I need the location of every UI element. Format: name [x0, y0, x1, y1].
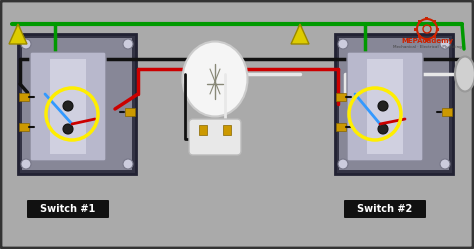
FancyBboxPatch shape [30, 52, 106, 161]
Bar [199, 125, 207, 135]
Bar [426, 16, 428, 19]
Bar [336, 93, 346, 101]
Circle shape [378, 101, 388, 111]
Circle shape [21, 159, 31, 169]
FancyBboxPatch shape [347, 52, 423, 161]
Bar [19, 93, 29, 101]
Circle shape [63, 124, 73, 134]
Text: Switch #2: Switch #2 [357, 204, 413, 214]
Bar [50, 59, 86, 154]
Bar [18, 34, 136, 174]
FancyBboxPatch shape [189, 119, 241, 155]
FancyBboxPatch shape [344, 200, 426, 218]
Bar [223, 125, 231, 135]
Bar [339, 38, 449, 170]
Circle shape [378, 124, 388, 134]
Bar [19, 123, 29, 131]
Polygon shape [9, 24, 27, 44]
Circle shape [63, 101, 73, 111]
Bar [442, 108, 452, 116]
Circle shape [123, 159, 133, 169]
Bar [22, 38, 132, 170]
Bar [418, 35, 421, 38]
Bar [414, 27, 418, 30]
Text: Switch #1: Switch #1 [40, 204, 96, 214]
Ellipse shape [182, 42, 247, 117]
Circle shape [440, 39, 450, 49]
Bar [418, 20, 421, 23]
Text: Mechanical · Electrical · Plumbing: Mechanical · Electrical · Plumbing [392, 45, 461, 49]
FancyBboxPatch shape [27, 200, 109, 218]
Bar [336, 123, 346, 131]
Bar [335, 34, 453, 174]
Bar [433, 20, 436, 23]
Bar [426, 39, 428, 42]
Ellipse shape [455, 57, 474, 91]
Circle shape [440, 159, 450, 169]
Bar [437, 27, 439, 30]
Polygon shape [291, 24, 309, 44]
Bar [125, 108, 135, 116]
Circle shape [338, 39, 348, 49]
Circle shape [123, 39, 133, 49]
Bar [433, 35, 436, 38]
Bar [367, 59, 403, 154]
Circle shape [21, 39, 31, 49]
Circle shape [338, 159, 348, 169]
Text: MEPAcademy: MEPAcademy [401, 38, 453, 44]
